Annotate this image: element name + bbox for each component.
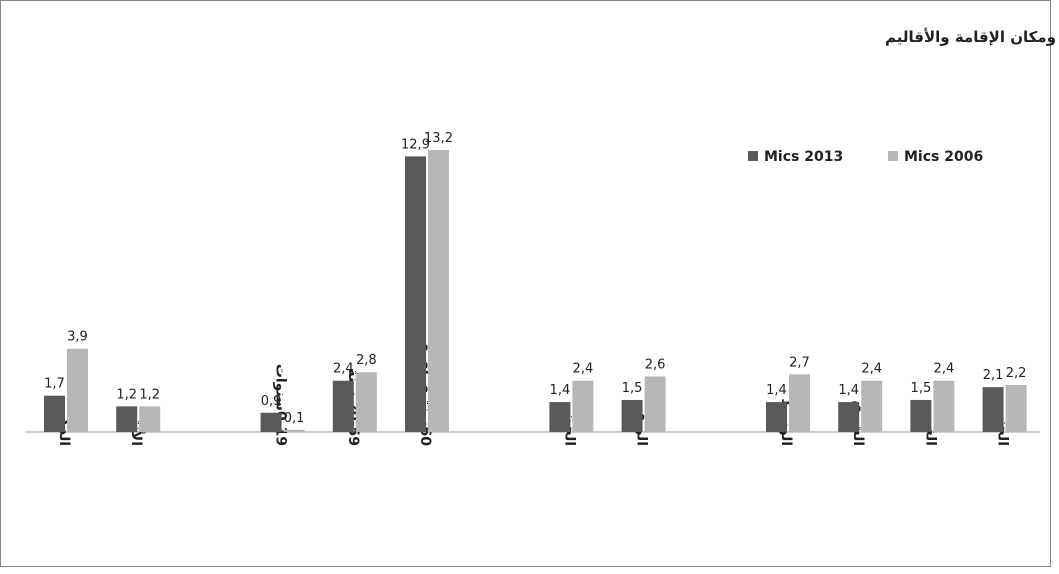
- bar: [572, 380, 594, 432]
- data-label: 3,9: [67, 330, 88, 345]
- data-label: 2,4: [573, 362, 594, 377]
- legend-swatch: [888, 151, 898, 161]
- data-label: 0,9: [261, 394, 282, 409]
- chart-title: الشكل 1 :معدل إنتشار الإعاقة في الجزائر …: [885, 28, 1059, 46]
- data-label: 1,4: [838, 383, 859, 398]
- data-label: 1,7: [44, 377, 65, 392]
- bar: [355, 372, 377, 432]
- bar: [405, 156, 426, 432]
- bar: [621, 399, 643, 432]
- bar: [766, 402, 787, 432]
- bar: [789, 374, 810, 432]
- bar: [933, 380, 955, 432]
- bar: [67, 348, 88, 432]
- bar: [116, 406, 138, 432]
- legend-label: Mics 2013: [764, 149, 843, 165]
- bar: [982, 387, 1004, 432]
- data-label: 2,4: [333, 362, 354, 377]
- data-label: 2,1: [983, 368, 1004, 383]
- data-label: 2,7: [789, 355, 810, 370]
- legend-label: Mics 2006: [904, 149, 983, 165]
- bar: [260, 412, 282, 432]
- data-label: 1,2: [116, 387, 137, 402]
- bar: [861, 380, 883, 432]
- data-label: 0,1: [284, 411, 305, 426]
- data-label: 2,4: [934, 362, 955, 377]
- bar: [910, 399, 932, 432]
- bar: [332, 380, 354, 432]
- data-label: 2,6: [645, 357, 666, 372]
- bar: [428, 150, 449, 432]
- data-label: 12,9: [401, 137, 430, 152]
- bar: [644, 376, 666, 432]
- legend-swatch: [748, 151, 758, 161]
- bar: [1005, 385, 1027, 432]
- data-label: 2,2: [1006, 366, 1027, 381]
- bar: [549, 402, 571, 432]
- data-label: 2,4: [861, 362, 882, 377]
- data-label: 1,4: [550, 383, 571, 398]
- data-label: 1,4: [766, 383, 787, 398]
- bar: [838, 402, 860, 432]
- bar: [283, 429, 305, 432]
- data-label: 1,2: [139, 387, 160, 402]
- bar: [44, 395, 65, 432]
- data-label: 1,5: [622, 381, 643, 396]
- data-label: 1,5: [911, 381, 932, 396]
- data-label: 2,8: [356, 353, 377, 368]
- data-label: 13,2: [424, 131, 453, 146]
- bar: [139, 406, 161, 432]
